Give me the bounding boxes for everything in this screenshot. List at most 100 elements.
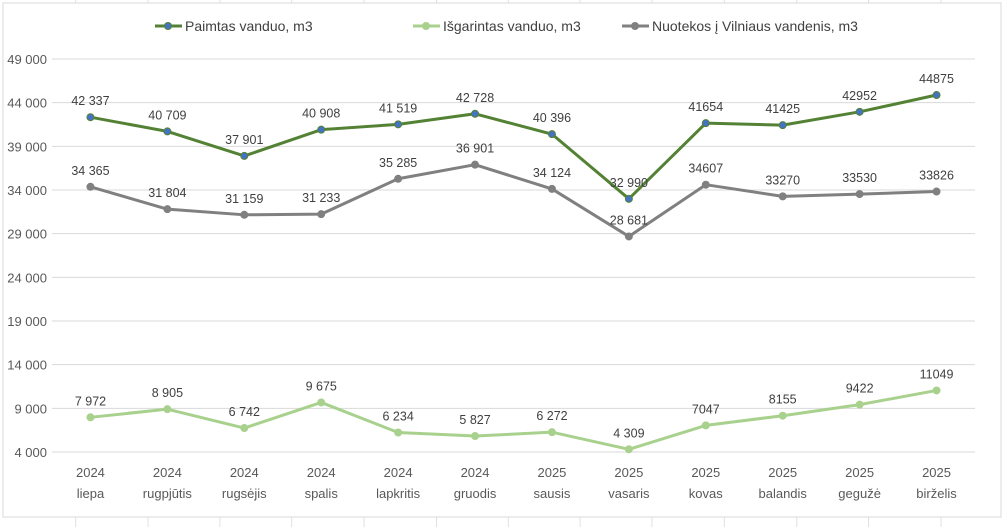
data-label: 41654 — [688, 100, 723, 114]
data-label: 42 337 — [71, 94, 109, 108]
y-tick-label: 44 000 — [7, 96, 47, 111]
data-label: 34 124 — [533, 166, 571, 180]
data-point — [394, 174, 403, 183]
data-label: 31 804 — [148, 186, 186, 200]
x-tick-year: 2024 — [76, 465, 105, 480]
y-tick-label: 49 000 — [7, 52, 47, 67]
legend-marker-icon — [422, 22, 430, 30]
data-point — [471, 432, 480, 441]
x-tick-year: 2024 — [384, 465, 413, 480]
data-label: 36 901 — [456, 142, 494, 156]
data-label: 33826 — [919, 169, 954, 183]
data-label: 40 908 — [302, 107, 340, 121]
data-label: 28 681 — [610, 213, 648, 227]
data-point — [547, 428, 556, 437]
x-tick-year: 2024 — [461, 465, 490, 480]
data-label: 37 901 — [225, 133, 263, 147]
x-tick-month: spalis — [305, 486, 339, 501]
x-tick-year: 2025 — [691, 465, 720, 480]
data-point — [86, 182, 95, 191]
data-label: 5 827 — [459, 413, 490, 427]
data-point — [86, 413, 95, 422]
series-line-1 — [90, 388, 937, 451]
data-label: 42 728 — [456, 91, 494, 105]
data-point — [932, 187, 941, 196]
x-tick-year: 2025 — [768, 465, 797, 480]
data-label: 6 272 — [536, 409, 567, 423]
data-point — [163, 205, 172, 214]
x-tick-month: birželis — [916, 486, 957, 501]
x-tick-month: gruodis — [454, 486, 497, 501]
data-label: 11049 — [920, 367, 954, 381]
data-label: 9 675 — [306, 379, 337, 393]
data-point — [471, 109, 480, 118]
data-label: 41425 — [765, 102, 800, 116]
data-point — [240, 210, 249, 219]
x-tick-month: kovas — [689, 486, 723, 501]
x-tick-month: vasaris — [608, 486, 650, 501]
data-label: 8155 — [769, 393, 797, 407]
data-point — [547, 130, 556, 139]
data-point — [701, 421, 710, 430]
data-point — [547, 184, 556, 193]
data-label: 9422 — [846, 382, 874, 396]
legend-entry: Nuotekos į Vilniaus vandenis, m3 — [652, 18, 858, 34]
data-point — [855, 107, 864, 116]
data-label: 8 905 — [152, 386, 183, 400]
x-tick-year: 2025 — [845, 465, 874, 480]
legend-entry: Paimtas vanduo, m3 — [185, 18, 313, 34]
data-label: 44875 — [919, 72, 954, 86]
data-point — [932, 91, 941, 100]
legend-marker-icon — [631, 22, 639, 30]
x-tick-year: 2024 — [153, 465, 182, 480]
x-tick-month: lapkritis — [376, 486, 421, 501]
data-label: 6 742 — [229, 405, 260, 419]
data-label: 34607 — [688, 162, 723, 176]
data-point — [624, 194, 633, 203]
x-tick-month: rugpjūtis — [143, 486, 193, 501]
data-label: 40 396 — [533, 111, 571, 125]
series-line-0 — [90, 93, 937, 201]
x-tick-year: 2024 — [230, 465, 259, 480]
y-tick-label: 14 000 — [7, 358, 47, 373]
data-label: 40 709 — [148, 108, 186, 122]
data-point — [855, 190, 864, 199]
data-label: 6 234 — [382, 409, 413, 423]
data-label: 33270 — [765, 173, 800, 187]
data-label: 32 990 — [610, 176, 648, 190]
data-label: 35 285 — [379, 156, 417, 170]
legend-entry: Išgarintas vanduo, m3 — [443, 18, 581, 34]
y-tick-label: 24 000 — [7, 270, 47, 285]
y-tick-label: 9 000 — [14, 401, 47, 416]
data-point — [394, 428, 403, 437]
y-tick-label: 39 000 — [7, 139, 47, 154]
data-label: 41 519 — [379, 101, 417, 115]
data-point — [855, 400, 864, 409]
x-tick-year: 2025 — [537, 465, 566, 480]
x-tick-month: rugsėjis — [222, 486, 267, 501]
data-label: 4 309 — [613, 426, 644, 440]
data-point — [317, 125, 326, 134]
data-point — [317, 398, 326, 407]
x-tick-month: sausis — [534, 486, 571, 501]
x-tick-year: 2024 — [307, 465, 336, 480]
data-point — [317, 210, 326, 219]
data-point — [778, 121, 787, 130]
data-point — [394, 120, 403, 129]
data-point — [932, 386, 941, 395]
data-point — [778, 411, 787, 420]
data-point — [701, 180, 710, 189]
x-tick-month: gegužė — [838, 486, 881, 501]
x-tick-year: 2025 — [614, 465, 643, 480]
series-line-2 — [90, 163, 937, 238]
y-tick-label: 4 000 — [14, 445, 47, 460]
y-tick-label: 29 000 — [7, 227, 47, 242]
data-label: 7 972 — [75, 394, 106, 408]
data-label: 34 365 — [71, 164, 109, 178]
y-tick-label: 19 000 — [7, 314, 47, 329]
data-label: 7047 — [692, 402, 720, 416]
x-tick-month: liepa — [77, 486, 105, 501]
data-point — [471, 160, 480, 169]
data-point — [624, 232, 633, 241]
